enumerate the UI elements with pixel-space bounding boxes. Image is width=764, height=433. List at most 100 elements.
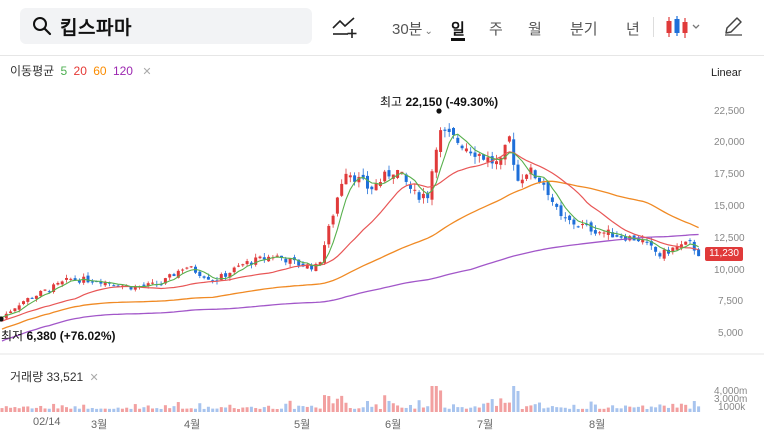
volume-bar: [95, 408, 99, 412]
interval-day[interactable]: 일: [451, 21, 465, 38]
candle-body: [409, 185, 412, 189]
moving-average-legend[interactable]: 이동평균 5 20 60 120 ✕: [10, 62, 155, 79]
close-icon[interactable]: ✕: [142, 66, 152, 78]
volume-bar: [73, 406, 77, 412]
volume-bar: [254, 408, 258, 412]
volume-bar: [249, 406, 253, 412]
volume-bar: [90, 408, 94, 412]
pencil-icon[interactable]: [722, 15, 744, 37]
candle-body: [426, 192, 430, 199]
candle-body: [473, 152, 477, 157]
volume-bar: [103, 408, 107, 412]
volume-bar: [667, 407, 670, 412]
volume-bar: [34, 407, 38, 412]
volume-bar: [572, 404, 576, 412]
volume-bar: [409, 404, 412, 412]
volume-bar: [348, 408, 352, 412]
candle-body: [262, 257, 266, 260]
candle-body: [146, 283, 150, 287]
volume-bar: [456, 407, 460, 412]
candle-body: [439, 130, 443, 152]
chevron-down-icon: ⌄: [424, 26, 433, 37]
candle-body: [568, 215, 572, 221]
volume-legend[interactable]: 거래량 33,521 ✕: [10, 368, 99, 385]
volume-bar: [155, 408, 159, 412]
volume-bar: [310, 405, 314, 412]
candle-body: [391, 174, 395, 179]
candle-body: [486, 157, 490, 163]
volume-bar: [318, 408, 322, 412]
volume-bar: [559, 407, 563, 412]
candle-body: [211, 280, 215, 282]
candle-body: [520, 179, 524, 184]
candle-body: [168, 274, 172, 278]
volume-bar: [400, 407, 404, 412]
candle-body: [318, 262, 322, 265]
candle-body: [550, 197, 554, 202]
candle-body: [374, 183, 378, 191]
candle-body: [464, 148, 468, 152]
volume-bar: [413, 408, 417, 412]
compare-add-icon[interactable]: [332, 15, 358, 39]
candle-body: [585, 224, 589, 226]
volume-bar: [176, 402, 180, 412]
volume-bar: [108, 408, 111, 412]
interval-30min[interactable]: 30분 ⌄: [392, 21, 433, 38]
volume-bar: [581, 408, 584, 412]
scale-mode-toggle[interactable]: Linear: [711, 67, 742, 79]
volume-bar: [82, 404, 86, 412]
candlestick-type-icon[interactable]: [664, 14, 704, 40]
candle-body: [228, 272, 232, 278]
candle-body: [129, 287, 133, 290]
candle-body: [434, 149, 438, 173]
candle-body: [396, 170, 400, 178]
interval-quarter[interactable]: 분기: [570, 21, 598, 38]
interval-month[interactable]: 월: [528, 21, 542, 38]
y-axis-tick: 5,000: [718, 328, 744, 339]
volume-bar: [202, 408, 206, 412]
volume-bar: [473, 406, 477, 412]
close-icon[interactable]: ✕: [89, 372, 99, 384]
interval-week[interactable]: 주: [489, 21, 503, 38]
candle-body: [335, 197, 339, 214]
stock-search-box[interactable]: 킵스파마: [20, 8, 312, 44]
volume-bar: [211, 408, 215, 412]
candle-body: [254, 257, 258, 265]
ma-legend-title: 이동평균: [10, 64, 55, 78]
volume-bar: [434, 386, 438, 412]
volume-bar: [22, 406, 25, 412]
candle-body: [60, 281, 64, 285]
volume-bar: [125, 407, 129, 412]
candle-body: [348, 175, 352, 178]
low-annotation-prefix: 최저: [1, 329, 24, 343]
volume-bar: [116, 407, 120, 412]
volume-bar: [133, 404, 137, 412]
ma-5-line: [1, 133, 699, 318]
volume-axis-tick: 3,000m: [714, 394, 748, 405]
ma-120-label: 120: [112, 64, 133, 78]
volume-bar: [232, 408, 236, 412]
volume-bar: [533, 404, 537, 412]
candle-body: [116, 285, 120, 287]
interval-year[interactable]: 년: [626, 21, 640, 38]
ma-120-line: [1, 233, 699, 342]
x-axis-label: 3월: [91, 419, 108, 431]
volume-bar: [39, 405, 43, 412]
candle-body: [323, 245, 326, 263]
candle-body: [387, 170, 391, 177]
candle-body: [13, 308, 17, 312]
candle-body: [305, 264, 309, 269]
volume-bar: [624, 405, 627, 412]
volume-bar: [297, 405, 301, 412]
candle-body: [43, 289, 47, 291]
candle-body: [495, 161, 498, 165]
candle-body: [288, 258, 292, 264]
volume-bar: [374, 404, 378, 412]
candle-body: [284, 258, 288, 263]
volume-bar: [645, 408, 649, 412]
volume-bar: [146, 405, 150, 412]
y-axis-tick: 22,500: [714, 106, 745, 117]
candle-body: [9, 311, 13, 314]
volume-bar: [366, 401, 369, 412]
